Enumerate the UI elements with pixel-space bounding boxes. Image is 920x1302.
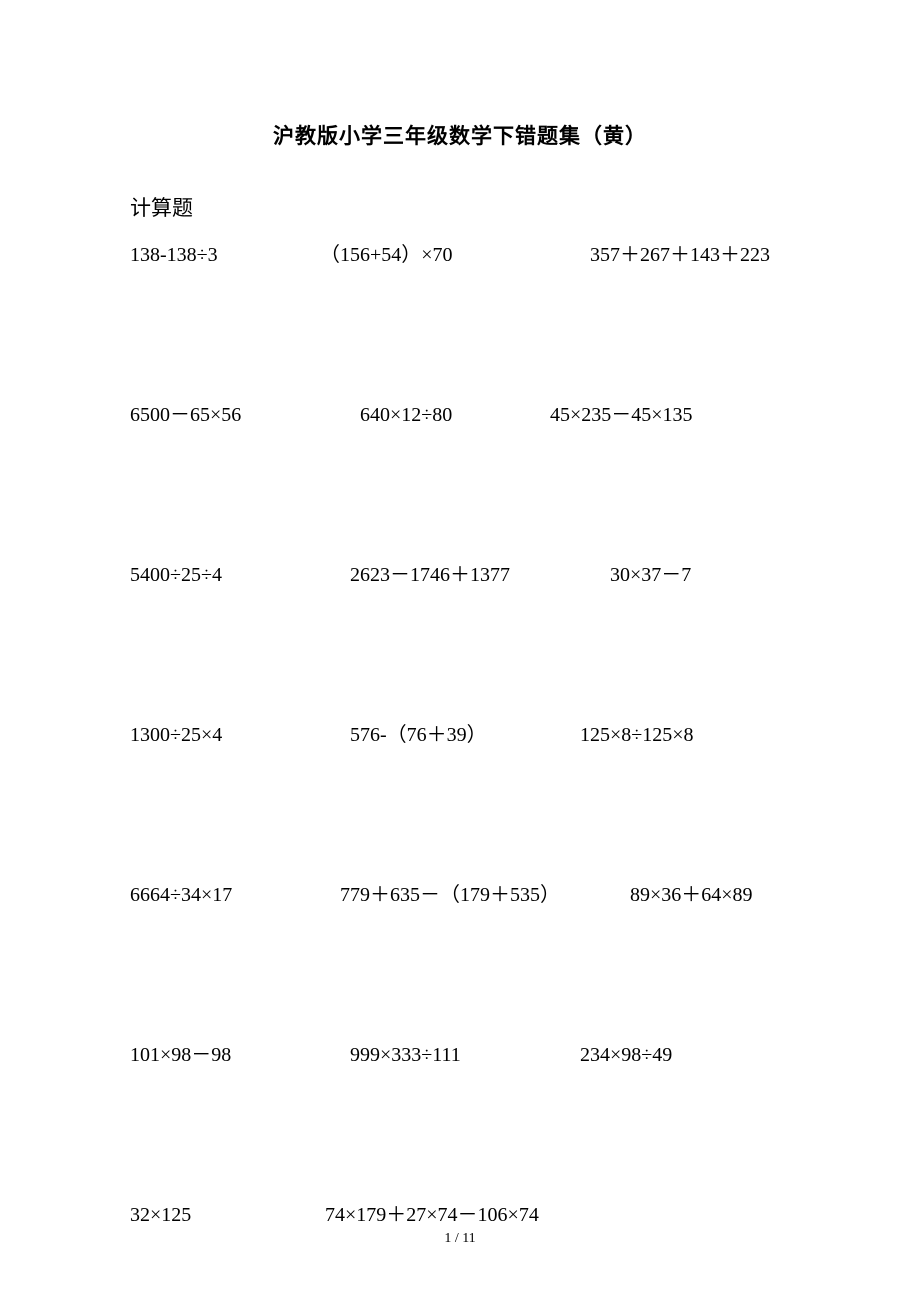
problem-cell: （156+54）×70 (320, 240, 560, 270)
problem-cell: 74×179＋27×74－106×74 (325, 1200, 539, 1230)
section-heading: 计算题 (130, 192, 790, 222)
problem-cell: 999×333÷111 (350, 1040, 580, 1070)
problem-cell: 357＋267＋143＋223 (590, 240, 770, 270)
problem-row: 5400÷25÷4 2623－1746＋1377 30×37－7 (130, 560, 790, 590)
problem-cell: 640×12÷80 (360, 400, 550, 430)
problem-cell: 89×36＋64×89 (630, 880, 753, 910)
problem-row: 6500－65×56 640×12÷80 45×235－45×135 (130, 400, 790, 430)
page-title: 沪教版小学三年级数学下错题集（黄） (130, 120, 790, 150)
problem-row: 138-138÷3 （156+54）×70 357＋267＋143＋223 (130, 240, 790, 270)
problem-cell: 30×37－7 (610, 560, 691, 590)
problem-row: 32×125 74×179＋27×74－106×74 (130, 1200, 790, 1230)
problem-cell: 2623－1746＋1377 (350, 560, 610, 590)
problem-cell: 125×8÷125×8 (580, 720, 694, 750)
problem-cell: 1300÷25×4 (130, 720, 350, 750)
problem-cell: 45×235－45×135 (550, 400, 693, 430)
problem-cell: 576-（76＋39） (350, 720, 580, 750)
problem-cell: 101×98－98 (130, 1040, 350, 1070)
problem-cell: 234×98÷49 (580, 1040, 672, 1070)
problem-cell: 5400÷25÷4 (130, 560, 350, 590)
document-page: 沪教版小学三年级数学下错题集（黄） 计算题 138-138÷3 （156+54）… (0, 0, 920, 1302)
problem-cell: 138-138÷3 (130, 240, 320, 270)
problem-cell: 6664÷34×17 (130, 880, 340, 910)
problem-cell: 779＋635－（179＋535） (340, 880, 630, 910)
problem-cell: 6500－65×56 (130, 400, 360, 430)
problem-row: 101×98－98 999×333÷111 234×98÷49 (130, 1040, 790, 1070)
problem-row: 6664÷34×17 779＋635－（179＋535） 89×36＋64×89 (130, 880, 790, 910)
problem-row: 1300÷25×4 576-（76＋39） 125×8÷125×8 (130, 720, 790, 750)
page-number: 1 / 11 (0, 1231, 920, 1247)
problem-cell: 32×125 (130, 1200, 325, 1230)
